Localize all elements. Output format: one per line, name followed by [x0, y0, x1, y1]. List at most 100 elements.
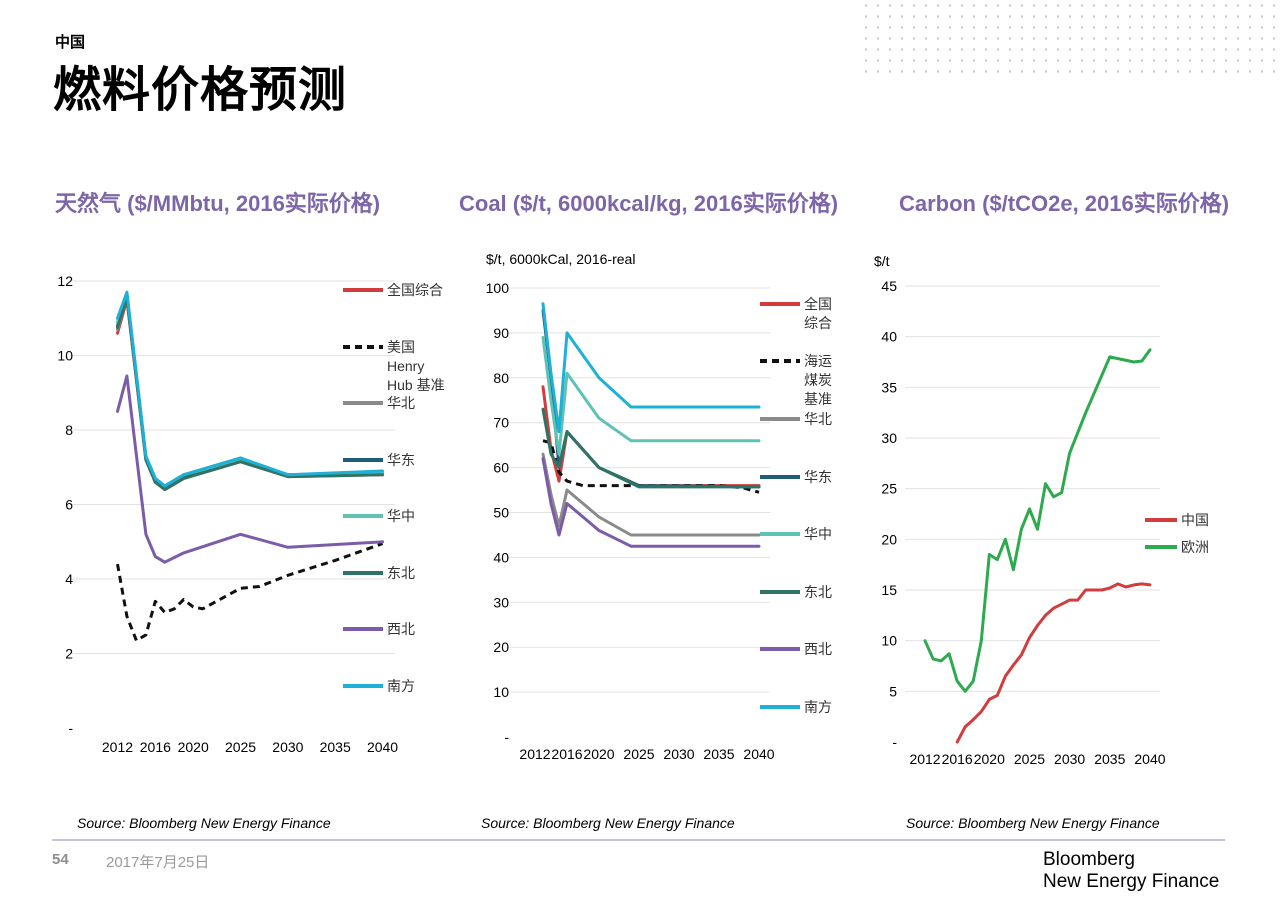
gas-series-line [116, 292, 384, 488]
coal-ytick-label: 100 [486, 280, 510, 296]
coal-xtick-label: 2025 [623, 746, 654, 762]
coal-ytick-label: 70 [493, 415, 509, 431]
gas-xtick-label: 2012 [102, 739, 133, 755]
coal-ytick-label: 10 [493, 684, 509, 700]
gas-xtick-label: 2025 [225, 739, 256, 755]
gas-legend-label-line: Henry [387, 358, 424, 374]
gas-xtick-label: 2040 [367, 739, 398, 755]
carbon-ytick-label: 45 [881, 278, 897, 294]
gas-legend-label: 华中 [387, 508, 415, 524]
carbon-series-line [923, 348, 1152, 693]
gas-series-line [116, 374, 384, 564]
carbon-legend-label-line: 欧洲 [1181, 539, 1209, 555]
gas-xtick-label: 2030 [272, 739, 303, 755]
coal-ytick-label: 50 [493, 505, 509, 521]
coal-ytick-label: 20 [493, 639, 509, 655]
coal-series-line [541, 309, 761, 489]
gas-legend-label-line: 美国 [387, 339, 415, 355]
gas-series-line [116, 294, 384, 490]
coal-legend-label: 海运煤炭基准 [804, 353, 832, 407]
coal-ytick-label: 60 [493, 460, 509, 476]
gas-ytick-label: 12 [57, 273, 73, 289]
coal-xtick-label: 2040 [743, 746, 774, 762]
coal-legend-label: 东北 [804, 584, 832, 600]
gas-legend-label: 东北 [387, 565, 415, 581]
coal-xtick-label: 2012 [519, 746, 550, 762]
coal-xtick-label: 2030 [663, 746, 694, 762]
carbon-ytick-label: 35 [881, 379, 897, 395]
gas-legend-label: 华北 [387, 395, 415, 411]
coal-legend-label: 全国综合 [804, 296, 832, 331]
coal-series-line [541, 335, 761, 456]
decorative-dot-grid [860, 0, 1280, 78]
coal-legend-label-line: 南方 [804, 699, 832, 715]
coal-legend-label-line: 综合 [804, 315, 832, 331]
coal-legend-label-line: 东北 [804, 584, 832, 600]
carbon-ytick-label: - [892, 734, 897, 750]
coal-series-line [541, 302, 761, 434]
gas-xtick-label: 2020 [178, 739, 209, 755]
page-kicker: 中国 [55, 34, 86, 51]
carbon-ytick-label: 15 [881, 582, 897, 598]
gas-legend-label: 西北 [387, 621, 415, 637]
carbon-xtick-label: 2035 [1094, 751, 1125, 767]
gas-chart-source: Source: Bloomberg New Energy Finance [77, 815, 331, 831]
coal-series-line [541, 385, 761, 488]
carbon-xtick-label: 2016 [942, 751, 973, 767]
coal-legend-label-line: 基准 [804, 391, 832, 407]
brand-line-2: New Energy Finance [1043, 871, 1220, 892]
gas-ytick-label: 10 [57, 348, 73, 364]
coal-legend-label-line: 华中 [804, 526, 832, 542]
coal-legend-label-line: 全国 [804, 296, 832, 312]
gas-legend-label-line: 全国综合 [387, 282, 443, 298]
gas-series-line [116, 296, 384, 490]
gas-legend-label-line: 东北 [387, 565, 415, 581]
carbon-xtick-label: 2012 [909, 751, 940, 767]
gas-legend-label-line: 华中 [387, 508, 415, 524]
carbon-ytick-label: 25 [881, 481, 897, 497]
coal-xtick-label: 2016 [551, 746, 582, 762]
coal-ytick-label: - [504, 729, 509, 745]
brand-line-1: Bloomberg [1043, 849, 1135, 870]
coal-xtick-label: 2020 [583, 746, 614, 762]
gas-ytick-label: 8 [65, 422, 73, 438]
carbon-legend-label: 中国 [1181, 512, 1209, 528]
gas-series-line [116, 542, 384, 642]
gas-legend-label: 全国综合 [387, 282, 443, 298]
page-title: 燃料价格预测 [53, 64, 348, 117]
carbon-ytick-label: 30 [881, 430, 897, 446]
carbon-xtick-label: 2030 [1054, 751, 1085, 767]
coal-ytick-label: 90 [493, 325, 509, 341]
carbon-chart-title: Carbon ($/tCO2e, 2016实际价格) [899, 191, 1230, 216]
coal-chart-title: Coal ($/t, 6000kcal/kg, 2016实际价格) [459, 191, 839, 216]
carbon-unit-label: $/t [874, 253, 890, 269]
coal-ytick-label: 40 [493, 549, 509, 565]
gas-xtick-label: 2035 [320, 739, 351, 755]
coal-legend-label: 华中 [804, 526, 832, 542]
carbon-series-line [955, 582, 1152, 744]
carbon-ytick-label: 5 [889, 683, 897, 699]
coal-series-line [541, 452, 761, 537]
coal-ytick-label: 30 [493, 594, 509, 610]
carbon-xtick-label: 2025 [1014, 751, 1045, 767]
carbon-ytick-label: 10 [881, 633, 897, 649]
gas-series-line [116, 290, 384, 488]
coal-legend-label: 西北 [804, 641, 832, 657]
gas-legend-label-line: 南方 [387, 678, 415, 694]
gas-legend-label: 华东 [387, 452, 415, 468]
brand-logo: Bloomberg New Energy Finance [1043, 849, 1219, 893]
gas-legend-label: 南方 [387, 678, 415, 694]
footer-divider [52, 839, 1225, 841]
gas-legend-label-line: 华东 [387, 452, 415, 468]
page-number: 54 [52, 851, 69, 868]
gas-ytick-label: 4 [65, 571, 73, 587]
coal-series-line [541, 457, 761, 548]
carbon-legend-label: 欧洲 [1181, 539, 1209, 555]
coal-legend-label-line: 煤炭 [804, 372, 832, 388]
coal-legend-label-line: 海运 [804, 353, 832, 369]
gas-legend-label-line: 西北 [387, 621, 415, 637]
coal-xtick-label: 2035 [703, 746, 734, 762]
gas-chart-title: 天然气 ($/MMbtu, 2016实际价格) [55, 191, 381, 216]
coal-series-line [541, 407, 761, 489]
